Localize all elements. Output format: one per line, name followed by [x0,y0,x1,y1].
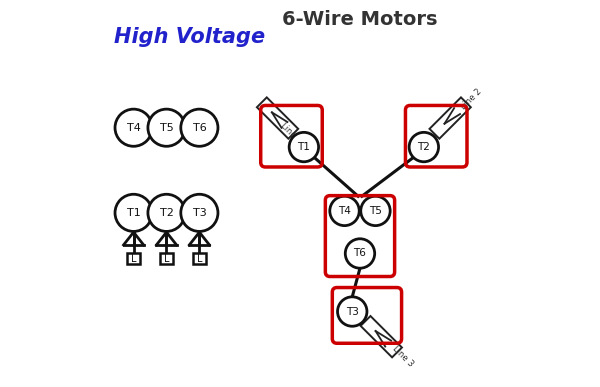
Text: T3: T3 [193,208,206,218]
Text: L: L [164,253,169,264]
Text: L: L [197,253,202,264]
Text: T6: T6 [353,248,367,259]
Polygon shape [430,98,471,139]
Circle shape [181,194,218,231]
Text: T4: T4 [127,123,140,133]
Text: 6-Wire Motors: 6-Wire Motors [282,10,438,29]
Circle shape [181,109,218,146]
Text: T1: T1 [127,208,140,218]
Circle shape [338,297,367,326]
Bar [160,253,173,264]
Text: Line 3: Line 3 [390,344,415,368]
Text: High Voltage: High Voltage [114,27,265,47]
Circle shape [409,132,439,162]
Circle shape [115,194,152,231]
Bar [193,253,206,264]
Circle shape [345,239,374,268]
Text: T6: T6 [193,123,206,133]
Circle shape [148,194,185,231]
Circle shape [361,196,390,226]
Text: T5: T5 [369,206,382,216]
Circle shape [148,109,185,146]
Circle shape [115,109,152,146]
Text: T2: T2 [160,208,173,218]
Text: T2: T2 [418,142,430,152]
Text: L: L [131,253,136,264]
Text: T1: T1 [298,142,310,152]
Polygon shape [361,316,402,357]
Text: T5: T5 [160,123,173,133]
Text: T4: T4 [338,206,351,216]
Polygon shape [257,98,298,139]
Circle shape [289,132,319,162]
Text: Line 2: Line 2 [459,87,484,111]
Bar [127,253,140,264]
Circle shape [330,196,359,226]
Text: Line 1: Line 1 [279,121,303,146]
Text: T3: T3 [346,307,359,317]
